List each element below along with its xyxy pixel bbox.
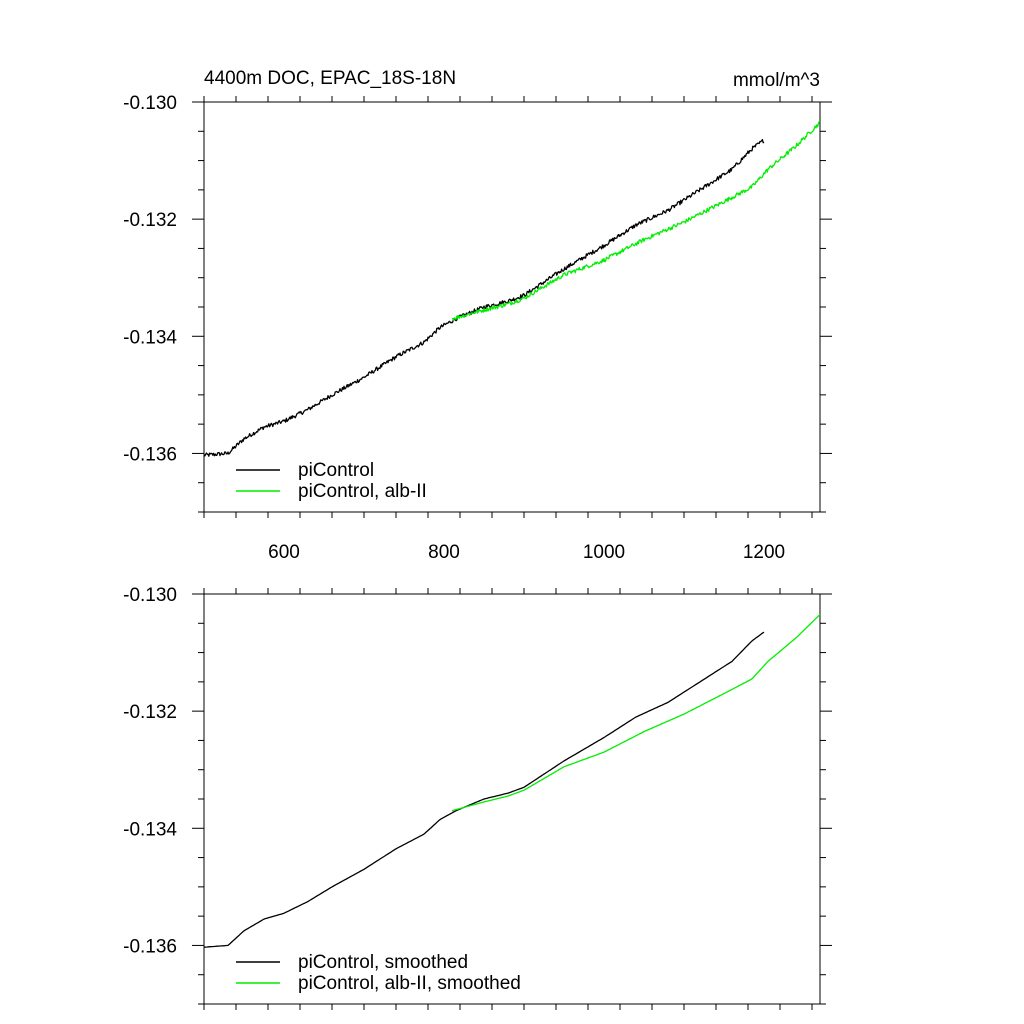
x-tick-label: 800	[428, 542, 460, 563]
x-tick-label: 1200	[743, 542, 785, 563]
y-tick-label: -0.134	[123, 327, 177, 348]
legend-label-1: piControl, smoothed	[298, 952, 468, 973]
y-tick-label: -0.132	[123, 210, 177, 231]
y-tick-label: -0.134	[123, 819, 177, 840]
y-tick-label: -0.136	[123, 444, 177, 465]
series-line-1	[203, 138, 765, 457]
series-line-2	[451, 120, 821, 321]
y-tick-label: -0.132	[123, 702, 177, 723]
x-tick-label: 1000	[583, 542, 625, 563]
y-tick-label: -0.130	[123, 585, 177, 606]
plot-frame	[203, 101, 821, 513]
x-tick-label: 600	[268, 542, 300, 563]
series-line-1	[203, 631, 765, 948]
chart-title: 4400m DOC, EPAC_18S-18N	[204, 68, 456, 89]
series-line-2	[451, 614, 821, 812]
y-tick-label: -0.130	[123, 93, 177, 114]
plot-frame	[203, 593, 821, 1005]
legend-label-2: piControl, alb-II, smoothed	[298, 973, 521, 994]
legend-label-1: piControl	[298, 460, 374, 481]
y-tick-label: -0.136	[123, 936, 177, 957]
chart-panel-2: -0.136 -0.134 -0.132 -0.130 piControl, smoot…	[123, 585, 832, 1010]
units-label: mmol/m^3	[733, 70, 820, 91]
chart-panel-1: -0.136 -0.134 -0.132 -0.130 600 800 1000 1200 pi…	[123, 93, 832, 563]
legend-label-2: piControl, alb-II	[298, 481, 427, 502]
